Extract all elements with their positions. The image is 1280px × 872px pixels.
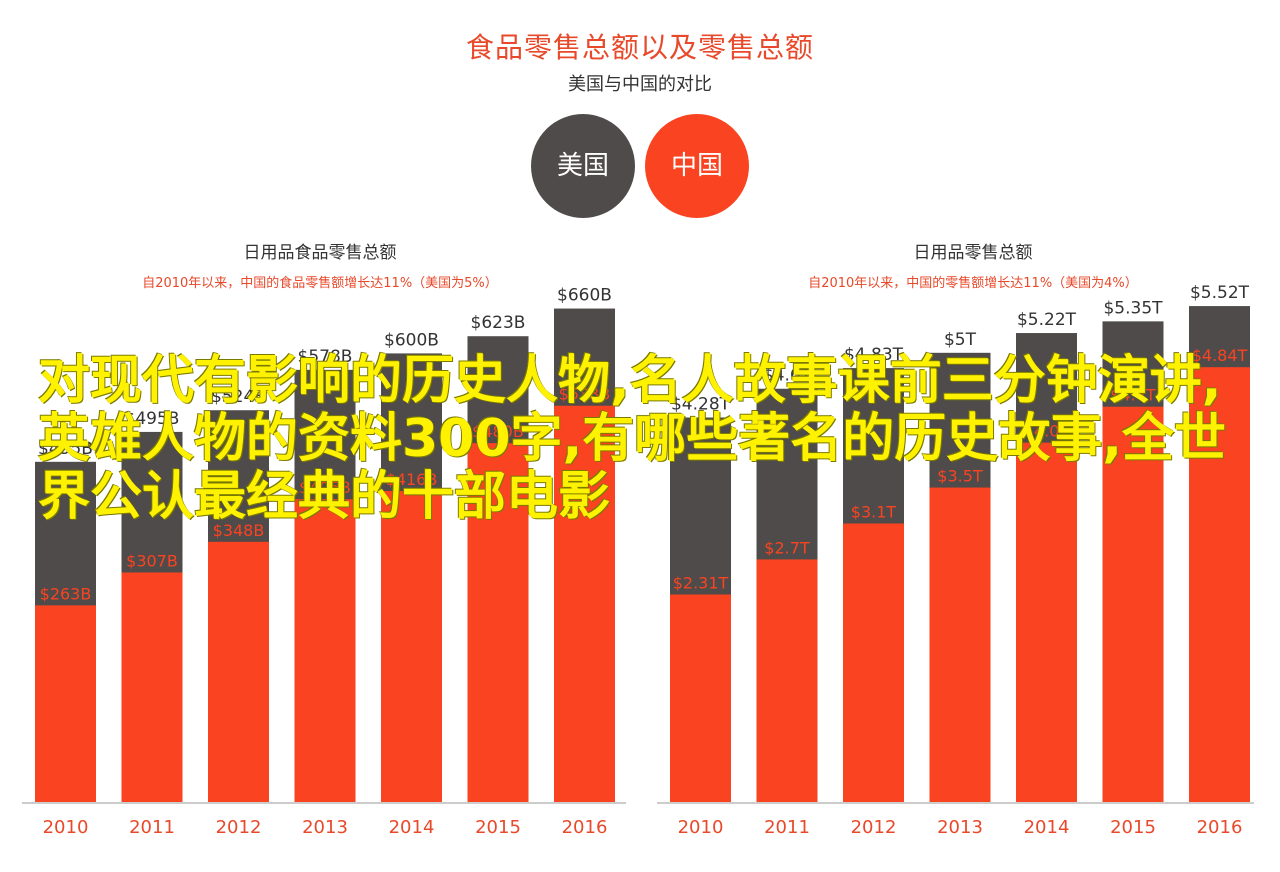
data-label-us: $4.6T [763,366,812,386]
data-label-us: $5.22T [1017,310,1077,330]
bar-cn [467,443,529,802]
legend-us-circle: 美国 [531,114,635,218]
main-title: 食品零售总额以及零售总额 [465,31,814,64]
bar-cn [1016,442,1077,802]
data-label-cn: $348B [213,521,265,540]
data-label-us: $4.28T [671,394,731,414]
bar-cn [1189,367,1250,802]
x-tick-label: 2012 [851,817,897,838]
data-label-cn: $4.84T [1192,346,1248,365]
data-label-cn: $480B [472,422,524,441]
data-label-us: $455B [38,439,93,459]
bar-cn [843,523,904,802]
data-label-cn: $263B [40,584,92,603]
x-tick-label: 2014 [1024,817,1070,838]
bar-cn [554,405,615,802]
bar-cn [381,490,442,802]
bar-cn [35,605,96,802]
data-label-us: $524B [211,387,266,407]
data-label-us: $600B [384,330,439,350]
bar-cn [929,487,991,802]
data-label-cn: $533B [559,385,611,404]
data-label-us: $5.52T [1190,283,1250,303]
bar-cn [208,541,269,802]
left-panel-title: 日用品食品零售总额 [243,243,397,263]
bar-cn [756,559,818,802]
right-panel-title: 日用品零售总额 [913,243,1033,263]
x-tick-label: 2015 [1110,817,1156,838]
data-label-cn: $307B [126,551,178,570]
x-tick-label: 2011 [129,817,175,838]
data-label-us: $5T [944,330,977,350]
data-label-cn: $2.7T [764,538,810,557]
x-tick-label: 2010 [43,817,89,838]
x-tick-label: 2011 [764,817,810,838]
x-tick-label: 2013 [937,817,983,838]
x-tick-label: 2010 [678,817,724,838]
x-tick-label: 2012 [216,817,262,838]
data-label-us: $660B [557,286,612,306]
x-tick-label: 2014 [389,817,435,838]
left-panel-note: 自2010年以来，中国的食品零售额增长达11%（美国为5%） [142,276,498,291]
bar-cn [670,594,731,802]
x-tick-label: 2016 [1197,817,1243,838]
legend-cn-circle: 中国 [645,114,749,218]
data-label-cn: $416B [386,470,438,489]
data-label-cn: $3.5T [937,467,983,486]
data-label-cn: $4.4T [1110,386,1156,405]
main-subtitle: 美国与中国的对比 [568,74,712,95]
bar-cn [294,499,356,802]
data-label-cn: $2.31T [673,573,729,592]
x-tick-label: 2013 [302,817,348,838]
x-tick-label: 2016 [562,817,608,838]
data-label-cn: $405B [299,478,351,497]
bar-cn [1102,406,1164,802]
data-label-us: $495B [125,409,180,429]
right-panel-note: 自2010年以来，中国的零售额增长达11%（美国为4%） [808,276,1138,291]
data-label-us: $623B [471,313,526,333]
data-label-cn: $3.1T [851,503,897,522]
overlay-banner-text: 对现代有影响的历史人物,名人故事课前三分钟演讲,英雄人物的资料300字,有哪些著… [38,351,1227,527]
data-label-us: $4.83T [844,345,904,365]
data-label-us: $5.35T [1103,298,1163,318]
bar-cn [121,572,183,802]
data-label-cn: $4.0T [1024,422,1070,441]
x-tick-label: 2015 [475,817,521,838]
data-label-us: $578B [298,347,353,367]
